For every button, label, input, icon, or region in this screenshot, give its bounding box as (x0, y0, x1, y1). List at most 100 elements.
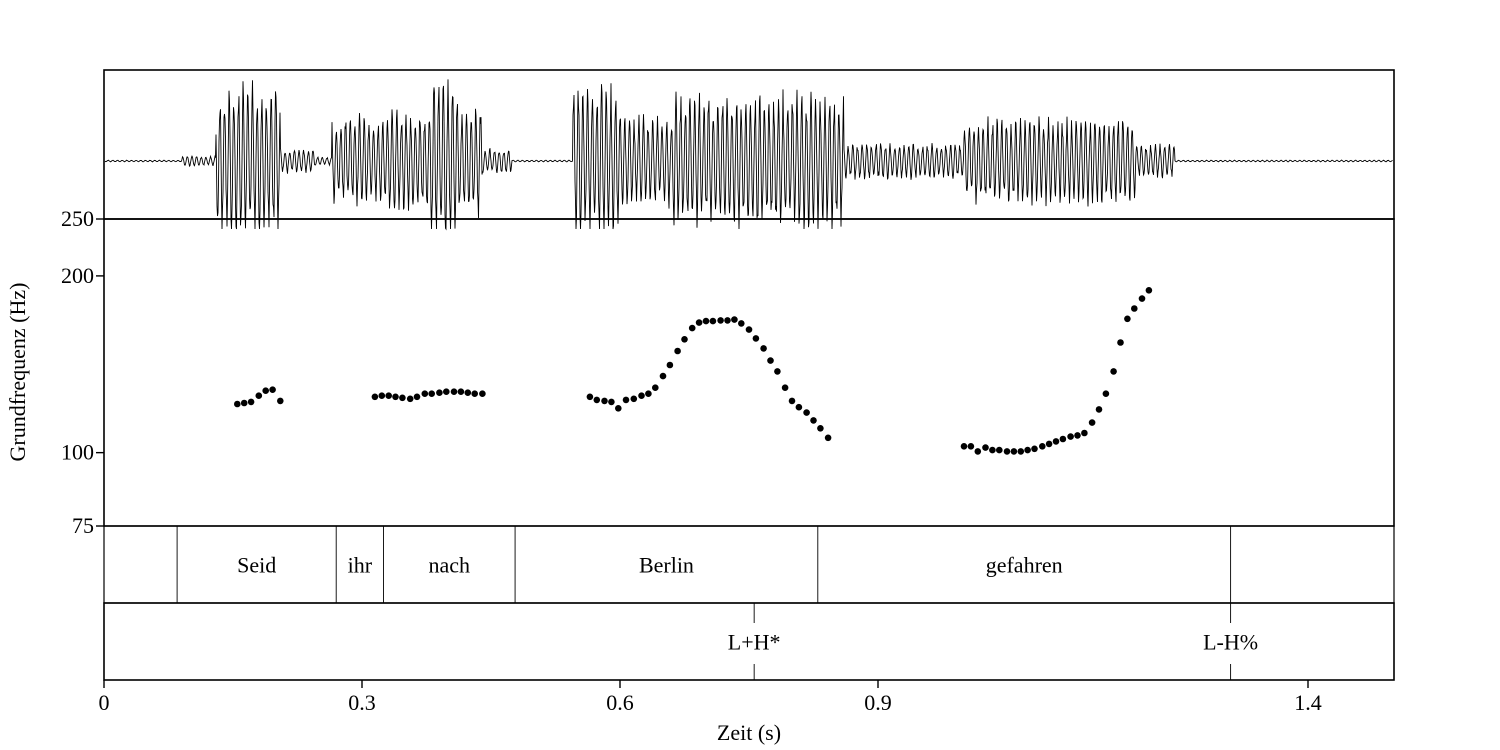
pitch-point (392, 393, 399, 401)
word-label: ihr (348, 553, 373, 578)
pitch-point (262, 387, 270, 395)
y-axis-title: Grundfrequenz (Hz) (5, 283, 30, 462)
pitch-point (724, 317, 731, 324)
pitch-point (688, 324, 696, 332)
word-label: Berlin (639, 553, 694, 578)
x-tick-label: 0.3 (348, 690, 376, 715)
pitch-point (1024, 446, 1031, 454)
pitch-point (586, 393, 594, 401)
pitch-point (471, 390, 479, 398)
x-tick-label: 0.9 (864, 690, 892, 715)
pitch-point (709, 317, 717, 325)
pitch-point (479, 390, 486, 398)
word-label: gefahren (986, 553, 1063, 578)
word-labels-group: Seid ihr nach Berlin gefahren (237, 553, 1063, 578)
pitch-point (255, 392, 263, 400)
pitch-point (681, 336, 688, 343)
pitch-point (371, 393, 379, 401)
pitch-point (1067, 433, 1074, 440)
y-axis-ticks-group: 250 200 100 75 (61, 206, 104, 538)
pitch-point (638, 392, 645, 400)
pitch-point (1102, 390, 1110, 398)
pitch-point (745, 326, 753, 333)
word-label: nach (429, 553, 471, 578)
pitch-point (1003, 448, 1011, 455)
pitch-point (269, 386, 276, 394)
pitch-point (406, 395, 414, 403)
pitch-point (399, 394, 406, 402)
word-tier-frame (103, 525, 1395, 604)
pitch-point (645, 390, 652, 398)
pitch-point (378, 392, 386, 400)
pitch-point (630, 395, 638, 403)
pitch-point (731, 316, 738, 323)
pitch-point (795, 403, 803, 411)
pitch-point (234, 400, 241, 408)
pitch-point (1117, 339, 1124, 346)
pitch-points-group (234, 287, 1153, 455)
pitch-point (240, 399, 248, 407)
pitch-point (428, 390, 436, 398)
pitch-point (1052, 438, 1060, 445)
y-tick-label: 200 (61, 263, 94, 288)
pitch-point (1081, 429, 1088, 437)
pitch-point (1124, 315, 1131, 323)
pitch-point (464, 389, 472, 397)
pitch-point (436, 389, 443, 397)
pitch-point (659, 372, 667, 380)
pitch-point (781, 384, 789, 392)
pitch-point (767, 357, 774, 364)
pitch-point (760, 345, 767, 352)
pitch-point (1017, 448, 1025, 455)
pitch-point (824, 434, 832, 442)
pitch-point (652, 384, 659, 392)
pitch-point (593, 396, 601, 404)
pitch-point (1074, 432, 1081, 439)
pitch-point (803, 409, 810, 416)
word-label: Seid (237, 553, 276, 578)
word-boundaries-group (176, 526, 1232, 603)
pitch-point (960, 443, 968, 450)
pitch-point (1145, 287, 1153, 294)
pitch-point (277, 397, 284, 405)
tone-label: L-H% (1203, 630, 1258, 655)
pitch-point (666, 361, 674, 369)
pitch-point (1045, 440, 1053, 448)
pitch-point (774, 368, 781, 375)
pitch-point (457, 388, 465, 396)
pitch-point (615, 405, 622, 412)
x-tick-label: 0.6 (606, 690, 634, 715)
pitch-point (817, 425, 824, 432)
pitch-point (608, 398, 615, 406)
pitch-point (788, 397, 796, 405)
pitch-point (450, 388, 458, 396)
pitch-point (385, 392, 393, 400)
y-tick-label: 75 (72, 513, 94, 538)
pitch-point (1095, 406, 1103, 413)
tone-tier-frame (103, 602, 1395, 681)
x-tick-label: 0 (99, 690, 110, 715)
pitch-point (974, 448, 982, 455)
pitch-point (717, 317, 724, 324)
pitch-point (702, 317, 710, 325)
waveform-trace (104, 79, 1393, 231)
y-tick-label: 250 (61, 206, 94, 231)
x-axis-title: Zeit (s) (717, 720, 781, 745)
pitch-point (1131, 305, 1138, 312)
pitch-point (752, 335, 760, 342)
pitch-point (1031, 445, 1038, 453)
pitch-point (967, 443, 975, 450)
pitch-point (982, 444, 989, 451)
pitch-point (1088, 419, 1096, 426)
tone-points-group: L+H* L-H% (728, 603, 1258, 680)
pitch-point (738, 320, 745, 327)
pitch-point (413, 393, 421, 401)
pitch-point (601, 397, 608, 405)
pitch-point (1138, 295, 1146, 302)
pitch-point (674, 347, 681, 355)
pitch-point (622, 396, 630, 404)
pitch-point (1059, 435, 1067, 443)
pitch-point (443, 388, 450, 396)
pitch-point (1039, 443, 1046, 450)
